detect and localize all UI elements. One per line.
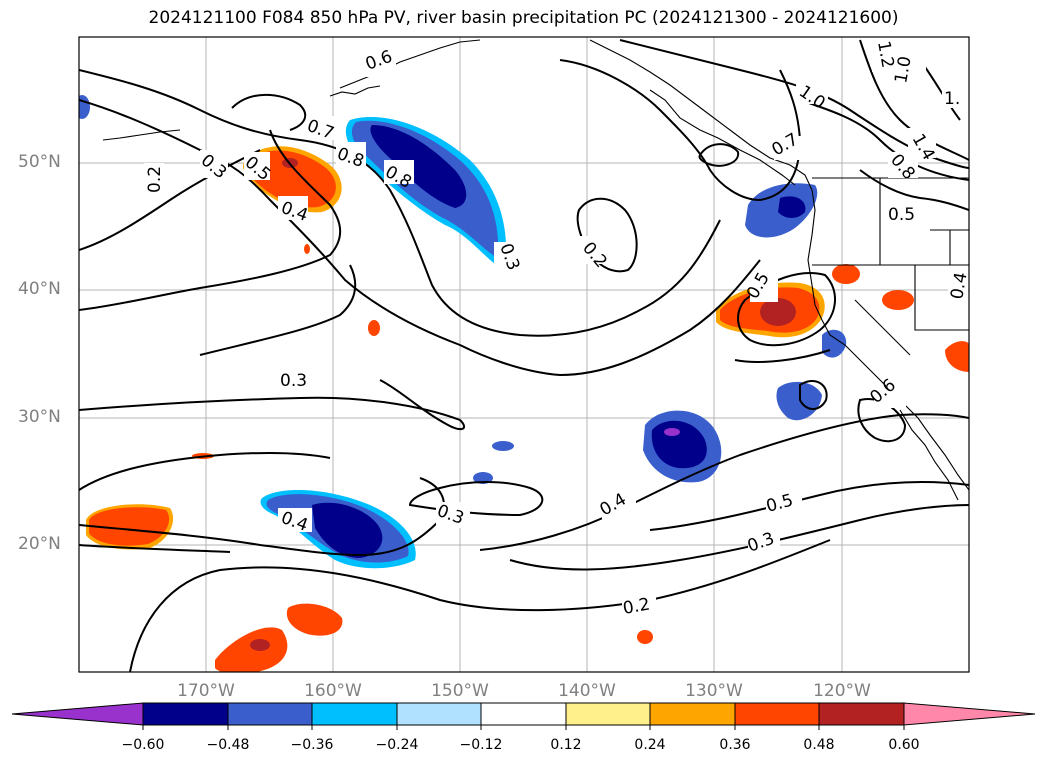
precip-positive-area <box>304 244 310 254</box>
contour-label: 1.0 <box>891 55 915 85</box>
contour-label-knockouts <box>144 40 968 618</box>
colorbar-tick-label: 0.60 <box>888 737 920 753</box>
precip-negative-area <box>370 125 467 208</box>
alaska-coast <box>329 85 381 97</box>
pv-contour-line <box>698 143 740 167</box>
pv-contour-line <box>199 264 357 356</box>
pv-contour-line <box>737 271 837 347</box>
pv-contour-line <box>79 149 261 251</box>
colorbar-tick-label: −0.12 <box>459 737 503 753</box>
lon-label-160w: 160°W <box>304 681 362 701</box>
colorbar-segment <box>480 702 567 726</box>
precip-positive-area <box>945 341 969 372</box>
precip-negative-area <box>778 196 806 218</box>
pv-contour-line <box>129 539 831 672</box>
map-frame <box>78 36 970 673</box>
colorbar-segment <box>227 702 313 726</box>
contour-label: 0.2 <box>621 595 651 619</box>
colorbar-tick-label: 0.48 <box>803 737 835 753</box>
alaska-panhandle-coast <box>589 39 813 191</box>
pv-contour-line <box>559 59 802 202</box>
precip-positive-area <box>215 627 288 672</box>
precip-negative-area <box>664 428 680 436</box>
precip-positive-area <box>248 150 336 208</box>
precip-positive-area <box>368 320 380 336</box>
precip-negative-area <box>473 472 493 484</box>
colorbar-segment <box>649 702 736 726</box>
colorbar <box>11 702 1036 730</box>
colorbar-segment <box>142 702 229 726</box>
colorbar-segment <box>818 702 905 726</box>
pv-contour-line <box>799 99 969 181</box>
colorbar-segment <box>903 702 1036 726</box>
contour-label: 0.4 <box>947 271 971 301</box>
pv-contour-line <box>79 379 466 431</box>
colorbar-tick-label: −0.48 <box>206 737 250 753</box>
colorbar-segment <box>565 702 651 726</box>
figure-title: 2024121100 F084 850 hPa PV, river basin … <box>148 8 899 28</box>
pv-contour-line <box>734 349 831 363</box>
pv-contour-line <box>79 544 231 553</box>
pv-contour-line <box>576 197 638 273</box>
colorbar-segment <box>311 702 398 726</box>
pv-contour-line <box>649 481 969 531</box>
gridlines <box>79 37 969 672</box>
pv-contour-line <box>859 39 969 161</box>
lat-label-20n: 20°N <box>18 534 61 554</box>
lat-label-30n: 30°N <box>18 407 61 427</box>
lon-label-140w: 140°W <box>558 681 616 701</box>
colorbar-segment <box>11 702 144 726</box>
pv-contour-line <box>859 169 969 211</box>
colorbar-tick-label: 0.36 <box>719 737 751 753</box>
colorbar-tick-label: −0.36 <box>290 737 334 753</box>
us-west-coast <box>807 189 969 491</box>
pv-contour-line <box>79 69 721 337</box>
lon-label-120w: 120°W <box>813 681 871 701</box>
pv-contour-line <box>79 452 331 491</box>
precip-positive-area <box>760 298 796 326</box>
pv-contour-line <box>231 93 307 131</box>
colorbar-segment <box>734 702 820 726</box>
precip-negative-area <box>79 95 90 119</box>
lon-label-130w: 130°W <box>685 681 743 701</box>
pv-contour-line <box>479 413 969 551</box>
precip-negative-area <box>776 381 822 421</box>
lat-label-50n: 50°N <box>18 152 61 172</box>
pv-contour-line <box>619 39 969 169</box>
pv-contour-line <box>79 129 342 311</box>
contour-label: 0.5 <box>888 205 915 225</box>
precip-positive-area <box>286 603 343 636</box>
pv-contour-line <box>799 380 828 410</box>
colorbar-ticks <box>142 725 905 730</box>
contour-label: 0.3 <box>280 371 307 391</box>
precip-negative-area <box>492 441 514 451</box>
precip-positive-area <box>250 639 270 651</box>
lon-label-170w: 170°W <box>177 681 235 701</box>
precip-positive-area <box>882 290 914 310</box>
map-panel <box>79 37 969 672</box>
state-border <box>914 265 969 331</box>
colorbar-tick-label: 0.12 <box>550 737 582 753</box>
colorbar-tick-label: 0.24 <box>634 737 666 753</box>
precip-positive-area <box>637 630 653 644</box>
colorbar-tick-label: −0.24 <box>375 737 419 753</box>
colorbar-tick-label: −0.60 <box>121 737 165 753</box>
alaska-coast <box>339 39 481 89</box>
contour-label: 1.2 <box>873 39 897 69</box>
pv-contour-line <box>408 481 544 517</box>
state-border <box>854 299 911 356</box>
lon-label-150w: 150°W <box>431 681 489 701</box>
contour-label: 0.2 <box>145 166 165 193</box>
colorbar-segment <box>396 702 482 726</box>
coastlines <box>102 39 969 501</box>
precip-negative-area <box>312 502 383 558</box>
precip-positive-area <box>89 507 170 546</box>
aleutian-islands <box>102 129 181 141</box>
contour-label: 1. <box>944 89 960 109</box>
lat-label-40n: 40°N <box>18 279 61 299</box>
precip-positive-area <box>832 264 860 284</box>
bc-islands <box>649 89 796 186</box>
